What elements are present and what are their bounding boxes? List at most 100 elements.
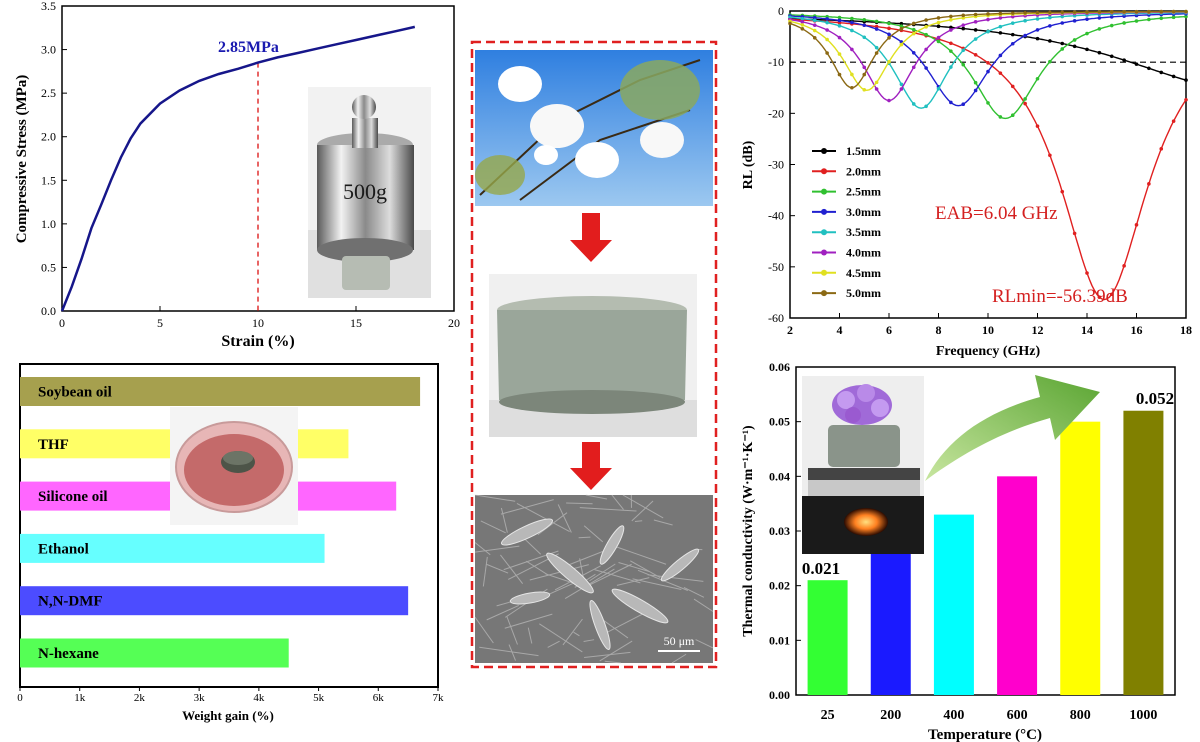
x-tick-label: 4 (837, 323, 843, 337)
category-label: 25 (821, 708, 835, 723)
x-tick-label: 12 (1032, 323, 1044, 337)
legend-label: 5.0mm (846, 286, 881, 300)
rl-markers (788, 11, 1188, 107)
x-tick-label: 10 (252, 316, 264, 330)
y-tick-label: 0.0 (41, 304, 56, 318)
y-tick-label: 0.03 (769, 524, 790, 538)
weight-gain-frame (19, 363, 439, 688)
y-tick-label: 3.5 (41, 0, 56, 13)
y-tick-label: 0 (778, 4, 784, 18)
preparation-column: 50 μm (470, 40, 718, 669)
petri-dish-photo (170, 407, 298, 525)
thermal-conductivity-panel: 0.00 0.01 0.02 0.03 0.04 0.05 0.06 25 200 400 600… (741, 360, 1176, 742)
weight-gain-bar (20, 586, 409, 616)
cotton-photo (475, 50, 713, 206)
rl-axis-title: RL (dB) (741, 140, 756, 189)
x-tick-label: 18 (1180, 323, 1192, 337)
aerogel-photo (489, 274, 697, 437)
first-bar-label: 0.021 (802, 559, 840, 578)
y-tick-label: 0.5 (41, 260, 56, 274)
rl-markers (788, 10, 1188, 109)
y-tick-label: -10 (768, 55, 784, 69)
conductivity-bar (807, 580, 848, 695)
y-tick-label: 0.01 (769, 633, 790, 647)
x-tick-label: 16 (1131, 323, 1143, 337)
x-tick-label: 6 (886, 323, 892, 337)
x-tick-label: 7k (433, 692, 445, 704)
y-tick-label: -60 (768, 311, 784, 325)
x-tick-label: 5k (313, 692, 325, 704)
weight-gain-axis-title: Weight gain (%) (182, 708, 274, 723)
x-tick-label: 6k (373, 692, 385, 704)
y-tick-label: 2.0 (41, 130, 56, 144)
conductivity-bar (1123, 410, 1164, 695)
weight-gain-bar (20, 638, 289, 668)
x-tick-label: 4k (253, 692, 265, 704)
y-tick-label: 0.00 (769, 688, 790, 702)
tc-axis-title: Thermal conductivity (W·m⁻¹·K⁻¹) (741, 425, 756, 637)
solvent-label: Silicone oil (38, 489, 108, 505)
weight-label: 500g (343, 179, 387, 204)
x-tick-label: 8 (936, 323, 942, 337)
y-tick-label: 1.5 (41, 173, 56, 187)
conductivity-bar (933, 514, 974, 695)
weight-photo (308, 87, 431, 298)
y-tick-label: 0.05 (769, 415, 790, 429)
rlmin-annotation: RLmin=-56.39dB (992, 286, 1128, 307)
reflection-loss-panel: 0 -10 -20 -30 -40 -50 -60 2 4 6 8 10 12 14 16 18 1.5mm… (741, 4, 1192, 359)
y-tick-label: -20 (768, 106, 784, 120)
solvent-label: N-hexane (38, 646, 99, 662)
rl-markers (788, 9, 1188, 90)
legend-label: 2.5mm (846, 185, 881, 199)
conductivity-bar (1060, 421, 1101, 695)
x-tick-label: 15 (350, 316, 362, 330)
legend-label: 2.0mm (846, 164, 881, 178)
rl-curve (789, 13, 1186, 107)
x-tick-label: 14 (1081, 323, 1093, 337)
last-bar-label: 0.052 (1136, 389, 1174, 408)
scale-bar-label: 50 μm (664, 634, 695, 648)
x-tick-label: 20 (448, 316, 460, 330)
category-label: 400 (943, 708, 964, 723)
solvent-label: Ethanol (38, 541, 89, 557)
y-tick-label: -30 (768, 158, 784, 172)
legend-label: 3.0mm (846, 205, 881, 219)
x-tick-label: 2 (787, 323, 793, 337)
process-arrow-icon (570, 442, 612, 490)
y-tick-label: -40 (768, 209, 784, 223)
x-tick-label: 0 (17, 692, 23, 704)
conductivity-bar (870, 552, 911, 695)
temperature-axis-title: Temperature (°C) (928, 727, 1042, 742)
trend-arrow-icon (925, 375, 1100, 481)
y-tick-label: 0.06 (769, 360, 790, 374)
x-tick-label: 10 (982, 323, 994, 337)
weight-gain-bar (20, 377, 421, 406)
legend-label: 4.0mm (846, 246, 881, 260)
category-label: 600 (1007, 708, 1028, 723)
x-tick-label: 3k (194, 692, 206, 704)
stress-strain-curve (60, 25, 416, 312)
y-tick-label: 3.0 (41, 43, 56, 57)
frequency-axis-title: Frequency (GHz) (936, 344, 1041, 359)
x-tick-label: 0 (59, 316, 65, 330)
y-tick-label: -50 (768, 260, 784, 274)
solvent-label: N,N-DMF (38, 594, 103, 610)
weight-gain-bar (20, 533, 325, 563)
legend-label: 3.5mm (846, 225, 881, 239)
category-label: 200 (880, 708, 901, 723)
process-arrow-icon (570, 213, 612, 262)
y-tick-label: 2.5 (41, 86, 56, 100)
category-label: 800 (1070, 708, 1091, 723)
strain-axis-title: Strain (%) (221, 333, 294, 350)
eab-annotation: EAB=6.04 GHz (935, 203, 1058, 224)
solvent-label: Soybean oil (38, 385, 112, 401)
stress-strain-panel: 0.0 0.5 1.0 1.5 2.0 2.5 3.0 3.5 0 5 10 15 20 2.85MP… (14, 0, 460, 350)
x-tick-label: 5 (157, 316, 163, 330)
x-tick-label: 2k (134, 692, 146, 704)
thermal-insulation-photo (802, 376, 924, 554)
x-tick-label: 1k (74, 692, 86, 704)
legend-label: 4.5mm (846, 266, 881, 280)
stress-axis-title: Compressive Stress (MPa) (14, 75, 30, 244)
y-tick-label: 0.02 (769, 579, 790, 593)
